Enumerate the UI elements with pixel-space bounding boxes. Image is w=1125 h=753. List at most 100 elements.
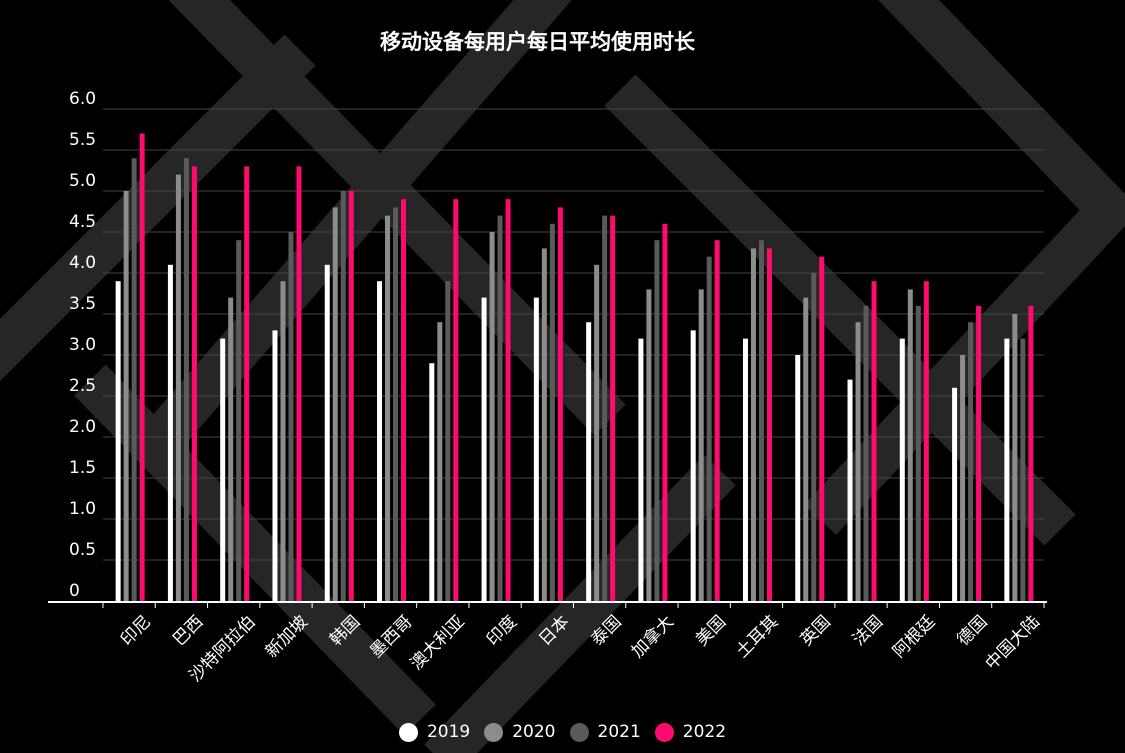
bar-2022-7[interactable] — [505, 199, 511, 601]
bar-2019-16[interactable] — [952, 387, 958, 601]
x-tick-label: 中国大陆 — [982, 612, 1044, 674]
bar-2022-8[interactable] — [557, 207, 563, 601]
bar-2021-5[interactable] — [393, 207, 399, 601]
bar-2021-8[interactable] — [549, 223, 555, 602]
bar-2019-4[interactable] — [324, 264, 330, 601]
gridlines — [103, 108, 1044, 561]
bar-2022-12[interactable] — [766, 248, 772, 601]
x-tick-label: 日本 — [535, 612, 573, 650]
bar-2021-9[interactable] — [602, 215, 608, 601]
legend-item-2019[interactable]: 2019 — [398, 722, 471, 742]
bar-2022-13[interactable] — [819, 256, 825, 601]
y-tick-label: 3.0 — [69, 335, 96, 355]
x-tick-label: 英国 — [797, 612, 835, 650]
legend-label-2021: 2021 — [597, 722, 641, 742]
bar-2022-6[interactable] — [453, 199, 459, 601]
bars — [115, 133, 1034, 602]
legend-label-2019: 2019 — [426, 722, 471, 742]
bar-2022-1[interactable] — [191, 166, 197, 601]
bar-2021-15[interactable] — [915, 305, 921, 601]
x-tick-label: 巴西 — [169, 612, 207, 650]
bar-2021-6[interactable] — [445, 281, 451, 601]
bar-2021-2[interactable] — [236, 240, 242, 601]
bar-2020-3[interactable] — [280, 281, 286, 601]
bar-2019-3[interactable] — [272, 330, 278, 601]
bar-2019-17[interactable] — [1004, 338, 1010, 601]
bar-2019-7[interactable] — [481, 297, 487, 601]
bar-2020-6[interactable] — [437, 322, 443, 601]
bar-2021-4[interactable] — [340, 191, 346, 601]
bar-2022-11[interactable] — [714, 240, 720, 601]
bar-2021-10[interactable] — [654, 240, 660, 601]
bar-2020-13[interactable] — [803, 297, 809, 601]
legend-item-2021[interactable]: 2021 — [569, 722, 641, 742]
bar-2021-13[interactable] — [811, 273, 817, 601]
bar-2019-9[interactable] — [586, 322, 592, 601]
bar-2021-3[interactable] — [288, 232, 294, 601]
bar-2020-4[interactable] — [332, 207, 338, 601]
legend: 2019 2020 2021 2022 — [0, 722, 1125, 742]
x-tick-label: 法国 — [849, 612, 887, 650]
bar-2022-5[interactable] — [401, 199, 407, 601]
bar-2020-0[interactable] — [123, 191, 129, 601]
bar-2021-14[interactable] — [863, 305, 869, 601]
bar-2020-5[interactable] — [385, 215, 391, 601]
bar-2019-8[interactable] — [533, 297, 539, 601]
bar-2022-14[interactable] — [871, 281, 877, 601]
y-tick-label: 6.0 — [69, 89, 96, 109]
bar-2019-2[interactable] — [220, 338, 226, 601]
bar-2020-7[interactable] — [489, 232, 495, 601]
bar-2020-15[interactable] — [907, 289, 913, 601]
bar-2019-12[interactable] — [742, 338, 748, 601]
bar-2021-16[interactable] — [968, 322, 974, 601]
bar-2020-12[interactable] — [750, 248, 756, 601]
bar-2022-3[interactable] — [296, 166, 302, 601]
bar-2022-0[interactable] — [139, 133, 145, 601]
legend-swatch-2022 — [654, 722, 674, 742]
x-tick-label: 澳大利亚 — [407, 612, 469, 674]
legend-item-2022[interactable]: 2022 — [654, 722, 727, 742]
legend-item-2020[interactable]: 2020 — [484, 722, 556, 742]
bar-2021-0[interactable] — [131, 158, 137, 601]
legend-label-2020: 2020 — [512, 722, 556, 742]
bar-2021-17[interactable] — [1020, 338, 1026, 601]
bar-2019-10[interactable] — [638, 338, 644, 601]
x-tick-label: 加拿大 — [627, 611, 678, 662]
bar-2021-11[interactable] — [706, 256, 712, 601]
bar-2020-10[interactable] — [646, 289, 652, 601]
y-tick-label: 1.0 — [69, 499, 96, 519]
bar-2020-17[interactable] — [1012, 314, 1018, 601]
bar-2019-0[interactable] — [115, 281, 121, 601]
x-axis — [48, 601, 1047, 608]
bar-2022-2[interactable] — [244, 166, 250, 601]
bar-2021-12[interactable] — [758, 240, 764, 601]
y-tick-label: 1.5 — [69, 458, 96, 478]
bar-2019-5[interactable] — [377, 281, 383, 601]
bar-2019-14[interactable] — [847, 379, 853, 601]
bar-2020-9[interactable] — [594, 264, 600, 601]
bar-2019-11[interactable] — [690, 330, 696, 601]
bar-2020-1[interactable] — [175, 174, 181, 601]
x-tick-label: 印度 — [483, 612, 521, 650]
bar-2022-9[interactable] — [610, 215, 616, 601]
bar-2021-7[interactable] — [497, 215, 503, 601]
legend-swatch-2020 — [484, 722, 504, 742]
bar-2022-17[interactable] — [1028, 305, 1034, 601]
bar-2020-16[interactable] — [960, 355, 966, 601]
legend-label-2022: 2022 — [682, 722, 727, 742]
legend-swatch-2021 — [569, 722, 589, 742]
bar-2022-15[interactable] — [923, 281, 929, 601]
bar-2019-13[interactable] — [795, 355, 801, 601]
bar-2020-8[interactable] — [541, 248, 547, 601]
bar-2022-16[interactable] — [976, 305, 982, 601]
bar-2020-11[interactable] — [698, 289, 704, 601]
bar-2019-15[interactable] — [899, 338, 905, 601]
bar-2022-4[interactable] — [348, 191, 354, 601]
bar-2020-14[interactable] — [855, 322, 861, 601]
bar-2019-6[interactable] — [429, 363, 435, 601]
bar-2019-1[interactable] — [167, 264, 173, 601]
bar-2021-1[interactable] — [183, 158, 189, 601]
bar-2020-2[interactable] — [228, 297, 234, 601]
bar-2022-10[interactable] — [662, 223, 668, 602]
